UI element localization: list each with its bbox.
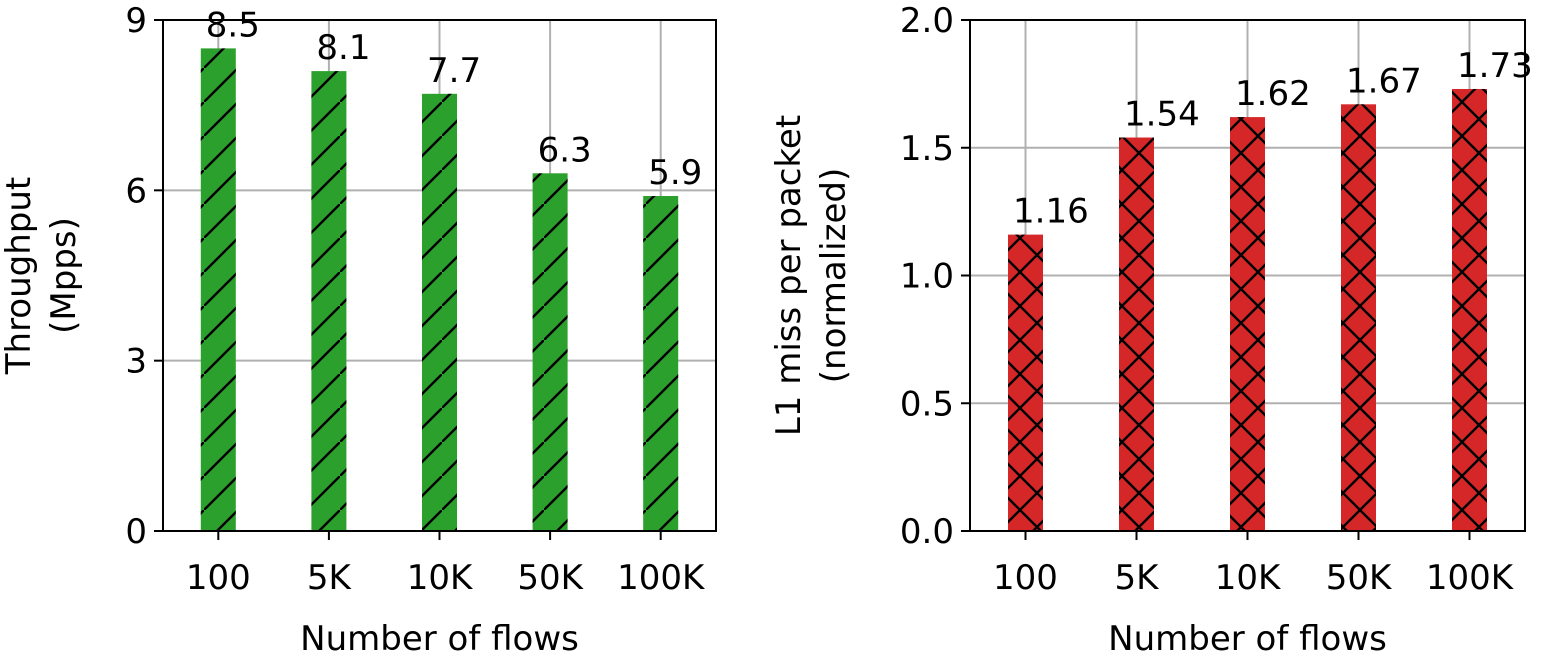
y-tick-label: 6 <box>125 171 147 211</box>
y-axis-label: L1 miss per packet <box>769 115 809 436</box>
bar-hatch-100K <box>1452 88 1487 532</box>
bar-hatch-50K <box>532 173 568 532</box>
x-axis-label: Number of flows <box>300 619 579 659</box>
l1-miss-chart: 1.16 1.54 1.62 1.67 1.73 0.0 0.5 1.0 1.5 2.0 100 5K… <box>769 1 1533 659</box>
y-tick-label: 9 <box>125 1 147 41</box>
bar-hatch-100 <box>200 48 236 532</box>
x-tick-label: 100 <box>993 558 1058 598</box>
y-axis-label: (Mpps) <box>44 217 84 334</box>
y-tick-label: 3 <box>125 342 147 382</box>
x-tick-label: 100K <box>1426 558 1515 598</box>
bar-hatch-100K <box>643 196 679 531</box>
data-label: 5.9 <box>648 153 702 193</box>
bar-hatch-5K <box>311 71 347 531</box>
x-tick-label: 5K <box>307 558 353 598</box>
x-tick-label: 5K <box>1115 558 1161 598</box>
y-tick-label: 0.5 <box>900 384 954 424</box>
data-label: 6.3 <box>538 130 592 170</box>
y-tick-label: 2.0 <box>900 1 954 41</box>
y-axis-label: (normalized) <box>814 168 854 383</box>
data-label: 1.54 <box>1124 95 1200 135</box>
y-tick-label: 1.5 <box>900 129 954 169</box>
x-tick-label: 100K <box>617 558 706 598</box>
x-tick-label: 10K <box>407 558 474 598</box>
data-label: 1.16 <box>1013 192 1089 232</box>
bar-hatch-5K <box>1119 137 1154 531</box>
x-tick-label: 50K <box>1326 558 1393 598</box>
x-tick-label: 100 <box>186 558 251 598</box>
y-tick-label: 1.0 <box>900 257 954 297</box>
data-label: 8.1 <box>316 28 370 68</box>
data-label: 7.7 <box>427 51 481 91</box>
bar-hatch-50K <box>1341 104 1376 531</box>
x-axis-label: Number of flows <box>1108 619 1387 659</box>
throughput-chart: 8.5 8.1 7.7 6.3 5.9 0 3 6 9 100 5K 10K 50K 100K Number… <box>0 1 717 659</box>
x-tick-label: 10K <box>1215 558 1282 598</box>
data-label: 1.73 <box>1457 46 1533 86</box>
y-tick-label: 0.0 <box>900 512 954 552</box>
y-tick-label: 0 <box>125 512 147 552</box>
data-label: 8.5 <box>206 5 260 45</box>
y-axis-label: Throughput <box>0 177 39 376</box>
x-tick-label: 50K <box>517 558 584 598</box>
bar-hatch-100 <box>1008 234 1043 531</box>
data-label: 1.62 <box>1235 74 1311 114</box>
bar-hatch-10K <box>422 93 457 532</box>
bar-hatch-10K <box>1230 117 1265 531</box>
data-label: 1.67 <box>1346 61 1422 101</box>
